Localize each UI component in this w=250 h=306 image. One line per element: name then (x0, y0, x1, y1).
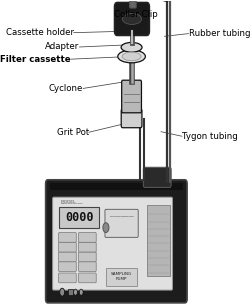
Ellipse shape (118, 50, 145, 63)
Ellipse shape (122, 52, 141, 61)
Text: Adapter: Adapter (45, 43, 79, 51)
Bar (50, 184, 183, 190)
Text: Tygon tubing: Tygon tubing (182, 132, 238, 141)
Circle shape (103, 223, 109, 233)
FancyBboxPatch shape (46, 180, 187, 303)
FancyBboxPatch shape (58, 273, 76, 283)
FancyBboxPatch shape (130, 0, 136, 8)
Circle shape (79, 289, 83, 295)
Circle shape (60, 288, 65, 296)
Text: Cyclone: Cyclone (49, 84, 83, 93)
Text: MODEL: MODEL (60, 200, 76, 204)
FancyBboxPatch shape (143, 167, 171, 187)
FancyBboxPatch shape (78, 262, 96, 271)
Ellipse shape (122, 13, 142, 24)
FancyBboxPatch shape (114, 2, 149, 35)
Text: ─────────: ───────── (110, 216, 134, 220)
Bar (68, 289, 73, 295)
FancyBboxPatch shape (105, 209, 138, 237)
FancyBboxPatch shape (78, 233, 96, 242)
Text: Cassette holder: Cassette holder (6, 28, 73, 37)
Text: Filter cassette: Filter cassette (0, 55, 71, 64)
Text: Rubber tubing: Rubber tubing (188, 29, 250, 38)
Text: 0000: 0000 (65, 211, 94, 224)
FancyBboxPatch shape (122, 80, 142, 113)
Text: ─────────: ───────── (60, 202, 83, 206)
FancyBboxPatch shape (78, 273, 96, 283)
Circle shape (74, 289, 78, 295)
Ellipse shape (121, 43, 142, 52)
FancyBboxPatch shape (121, 109, 142, 128)
Text: Grit Pot: Grit Pot (56, 128, 89, 137)
Text: SAMPLING
PUMP: SAMPLING PUMP (111, 272, 132, 281)
FancyBboxPatch shape (78, 242, 96, 252)
FancyBboxPatch shape (58, 262, 76, 271)
FancyBboxPatch shape (53, 197, 172, 290)
Bar (106, 268, 137, 285)
Text: Collar Clip: Collar Clip (114, 10, 157, 19)
FancyBboxPatch shape (58, 252, 76, 262)
Bar (147, 205, 170, 276)
Polygon shape (132, 0, 168, 2)
FancyBboxPatch shape (78, 252, 96, 262)
FancyBboxPatch shape (58, 233, 76, 242)
FancyBboxPatch shape (58, 242, 76, 252)
Bar (59, 207, 99, 228)
